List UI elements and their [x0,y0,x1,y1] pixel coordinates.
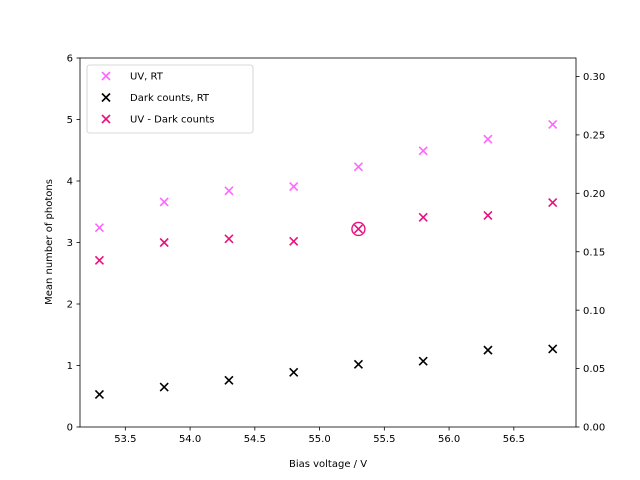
data-point-series-2 [94,255,104,265]
y2-tick-label: 0.20 [583,189,605,200]
x-tick-label: 55.0 [308,434,330,445]
data-point-series-1 [353,359,363,369]
y-axis-ticks: 0 1 2 3 4 5 6 [67,54,80,434]
data-point-series-1 [159,382,169,392]
data-markers [94,119,558,399]
data-point-series-1 [289,367,299,377]
data-point-series-2 [548,197,558,208]
legend-label: Dark counts, RT [130,93,210,104]
annotation-circle [351,221,366,237]
data-point-series-0 [418,146,428,156]
secondary-y-axis-ticks: 0.00 0.05 0.10 0.15 0.20 0.25 0.30 [576,72,605,434]
x-tick-label: 53.5 [114,434,136,445]
legend-marker [101,114,111,124]
data-point-series-2 [289,236,299,246]
data-point-series-1 [94,389,104,399]
x-axis-label: Bias voltage / V [289,459,367,470]
x-tick-label: 54.0 [179,434,201,445]
annotation-markers [351,221,366,237]
data-point-series-1 [418,356,428,366]
legend-marker [101,71,111,81]
y-tick-label: 0 [67,423,73,434]
x-tick-label: 56.5 [503,434,525,445]
y-tick-label: 5 [67,115,73,126]
y-tick-label: 6 [67,54,73,65]
y-tick-label: 4 [67,177,73,188]
data-point-series-0 [159,197,169,207]
legend-box [86,64,254,134]
x-tick-label: 54.5 [244,434,266,445]
x-tick-label: 55.5 [373,434,395,445]
y2-tick-label: 0.10 [583,306,605,317]
data-point-series-0 [94,223,104,233]
data-point-series-0 [289,181,299,192]
data-point-series-2 [353,224,363,234]
data-point-series-2 [483,210,493,221]
data-point-series-1 [483,345,493,355]
x-tick-label: 56.0 [438,434,460,445]
y-axis-label: Mean number of photons [44,179,55,305]
y2-tick-label: 0.25 [583,130,605,141]
legend-label: UV, RT [130,72,164,83]
y2-tick-label: 0.15 [583,247,605,258]
y2-tick-label: 0.30 [583,72,605,83]
y-tick-label: 1 [67,361,73,372]
data-point-series-1 [548,344,558,354]
legend-marker [101,92,111,103]
legend: UV, RT Dark counts, RT UV - Dark counts [86,64,254,134]
data-point-series-0 [224,186,234,196]
data-point-series-1 [224,375,234,385]
data-point-series-0 [483,134,493,144]
y2-tick-label: 0.05 [583,364,605,375]
data-point-series-2 [418,212,428,222]
data-point-series-0 [548,119,558,129]
data-point-series-2 [224,234,234,244]
legend-label: UV - Dark counts [130,115,214,126]
x-axis-ticks: 53.5 54.0 54.5 55.0 55.5 56.0 56.5 [114,427,525,445]
data-point-series-2 [159,237,169,248]
data-point-series-0 [353,162,363,172]
y-tick-label: 2 [67,300,73,311]
y2-tick-label: 0.00 [583,423,605,434]
y-tick-label: 3 [67,238,73,249]
